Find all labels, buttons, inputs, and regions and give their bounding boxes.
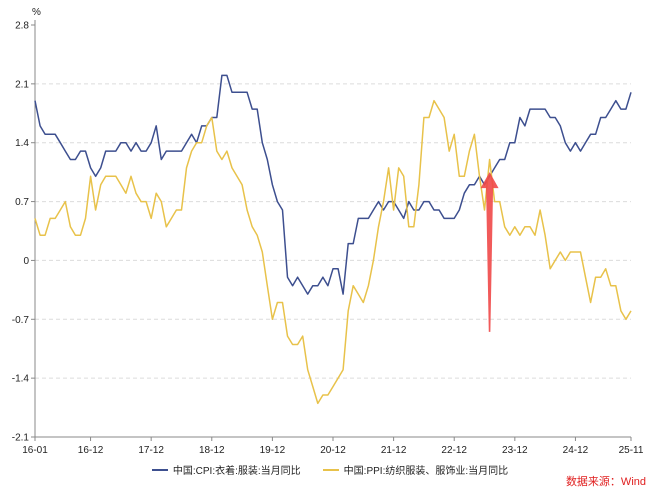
legend-swatch-ppi (322, 468, 339, 471)
y-tick-label: 1.4 (15, 138, 29, 149)
chart-legend: 中国:CPI:衣着:服装:当月同比 中国:PPI:纺织服装、服饰业:当月同比 (0, 462, 660, 477)
x-tick-label: 19-12 (260, 445, 286, 456)
x-tick-label: 25-11 (619, 445, 644, 456)
annotation-arrow (480, 172, 499, 332)
x-tick-label: 23-12 (502, 445, 528, 456)
x-tick-label: 16-01 (22, 445, 48, 456)
legend-item-cpi[interactable]: 中国:CPI:衣着:服装:当月同比 (151, 462, 301, 477)
series-line-cpi (34, 74, 632, 295)
legend-swatch-cpi (151, 468, 168, 471)
y-tick-label: -1.4 (12, 374, 30, 385)
y-tick-label: -0.7 (12, 315, 30, 326)
y-tick-label: 0 (23, 256, 29, 267)
y-tick-label: 2.8 (15, 21, 29, 32)
legend-item-ppi[interactable]: 中国:PPI:纺织服装、服饰业:当月同比 (322, 462, 509, 477)
x-tick-label: 16-12 (78, 445, 104, 456)
x-tick-label: 18-12 (199, 445, 225, 456)
data-source: 数据来源：Wind (565, 476, 646, 488)
x-tick-label: 20-12 (320, 445, 346, 456)
y-tick-label: -2.1 (12, 433, 30, 444)
legend-label-ppi: 中国:PPI:纺织服装、服饰业:当月同比 (343, 466, 509, 477)
y-tick-label: 2.1 (15, 79, 29, 90)
x-tick-label: 22-12 (441, 445, 467, 456)
y-unit-label: % (32, 7, 41, 18)
x-tick-label: 21-12 (381, 445, 407, 456)
x-tick-label: 17-12 (138, 445, 164, 456)
series-line-ppi (34, 99, 632, 405)
legend-label-cpi: 中国:CPI:衣着:服装:当月同比 (172, 466, 301, 477)
y-tick-label: 0.7 (15, 197, 29, 208)
x-tick-label: 24-12 (563, 445, 589, 456)
